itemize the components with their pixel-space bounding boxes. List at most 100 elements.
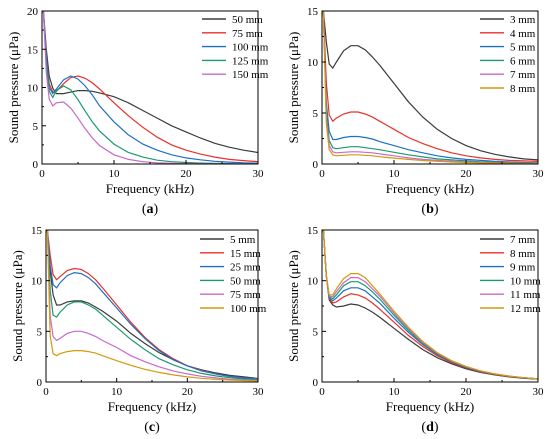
series-line-1 bbox=[42, 11, 258, 163]
caption-close: ) bbox=[434, 420, 439, 435]
y-tick-label: 0 bbox=[33, 159, 39, 171]
legend-label: 100 mm bbox=[230, 303, 267, 315]
y-tick-label: 5 bbox=[313, 326, 319, 338]
panel-b: 0 10 20 30 0 5 10 15 Frequency (kHz) Sound pressu… bbox=[286, 6, 544, 217]
caption-open: ( bbox=[421, 202, 426, 217]
series-lines bbox=[42, 11, 258, 164]
caption-close: ) bbox=[155, 420, 160, 435]
legend-label: 5 mm bbox=[230, 234, 256, 246]
y-tick-label: 15 bbox=[27, 44, 39, 56]
series-line-0 bbox=[46, 230, 258, 380]
series-line-2 bbox=[46, 230, 258, 380]
y-tick-label: 5 bbox=[313, 108, 319, 120]
legend-label: 50 mm bbox=[232, 14, 263, 26]
x-axis-label: Frequency (kHz) bbox=[386, 399, 474, 414]
series-line-3 bbox=[322, 11, 538, 164]
y-axis-label: Sound pressure (μPa) bbox=[286, 250, 301, 362]
series-line-3 bbox=[42, 11, 258, 164]
x-tick-label: 20 bbox=[461, 386, 473, 398]
legend-label: 25 mm bbox=[230, 262, 261, 274]
panel-d: 0 10 20 30 0 5 10 15 Frequency (kHz) Sound pressu… bbox=[286, 225, 544, 435]
x-tick-label: 0 bbox=[39, 168, 45, 180]
legend-label: 7 mm bbox=[510, 69, 536, 81]
caption-open: ( bbox=[142, 202, 147, 217]
y-tick-label: 5 bbox=[37, 326, 43, 338]
x-tick-label: 10 bbox=[389, 386, 401, 398]
x-tick-label: 10 bbox=[109, 168, 121, 180]
caption-letter: a bbox=[147, 202, 154, 217]
legend-label: 5 mm bbox=[510, 42, 536, 54]
legend-label: 50 mm bbox=[230, 275, 261, 287]
y-tick-label: 5 bbox=[33, 121, 39, 133]
y-axis-label: Sound pressure (μPa) bbox=[6, 32, 21, 144]
plot-frame bbox=[45, 229, 259, 383]
caption-close: ) bbox=[154, 202, 159, 217]
y-tick-label: 0 bbox=[37, 377, 43, 389]
legend-label: 150 mm bbox=[232, 69, 269, 81]
panel-caption: (c) bbox=[144, 420, 160, 435]
legend-label: 8 mm bbox=[510, 248, 536, 260]
caption-open: ( bbox=[144, 420, 149, 435]
x-axis-label: Frequency (kHz) bbox=[108, 399, 196, 414]
series-line-4 bbox=[42, 11, 258, 164]
y-axis-label: Sound pressure (μPa) bbox=[10, 250, 25, 362]
plot-frame bbox=[321, 10, 539, 165]
series-line-5 bbox=[322, 230, 538, 380]
x-tick-label: 0 bbox=[319, 386, 325, 398]
y-tick-label: 15 bbox=[307, 225, 319, 237]
series-line-0 bbox=[322, 11, 538, 161]
y-tick-label: 15 bbox=[307, 6, 319, 18]
y-tick-label: 10 bbox=[307, 276, 319, 288]
plot-frame bbox=[41, 10, 259, 165]
caption-letter: c bbox=[149, 420, 155, 435]
caption-open: ( bbox=[421, 420, 426, 435]
y-tick-label: 10 bbox=[31, 276, 43, 288]
legend-label: 6 mm bbox=[510, 55, 536, 67]
panel-caption: (b) bbox=[421, 202, 438, 217]
x-tick-label: 20 bbox=[461, 168, 473, 180]
caption-letter: d bbox=[426, 420, 434, 435]
x-tick-label: 20 bbox=[182, 386, 194, 398]
y-tick-label: 15 bbox=[31, 225, 43, 237]
x-tick-label: 30 bbox=[253, 168, 265, 180]
plot-frame bbox=[321, 229, 539, 383]
series-line-2 bbox=[42, 11, 258, 164]
legend-label: 9 mm bbox=[510, 262, 536, 274]
series-line-5 bbox=[322, 11, 538, 164]
series-line-1 bbox=[322, 11, 538, 162]
panel-c: 0 10 20 30 0 5 10 15 Frequency (kHz) Sound pressu… bbox=[10, 225, 267, 435]
x-axis-label: Frequency (kHz) bbox=[106, 181, 194, 196]
series-lines bbox=[322, 230, 538, 380]
x-tick-label: 10 bbox=[389, 168, 401, 180]
legend-label: 15 mm bbox=[230, 248, 261, 260]
series-lines bbox=[322, 11, 538, 164]
x-tick-label: 20 bbox=[181, 168, 193, 180]
legend-label: 125 mm bbox=[232, 55, 269, 67]
series-line-5 bbox=[46, 230, 258, 382]
caption-close: ) bbox=[434, 202, 439, 217]
x-tick-label: 30 bbox=[253, 386, 265, 398]
legend-label: 8 mm bbox=[510, 83, 536, 95]
legend-label: 10 mm bbox=[510, 275, 541, 287]
series-line-1 bbox=[46, 230, 258, 380]
x-tick-label: 0 bbox=[43, 386, 49, 398]
legend-label: 75 mm bbox=[230, 289, 261, 301]
series-line-3 bbox=[46, 230, 258, 381]
series-line-4 bbox=[322, 11, 538, 164]
x-tick-label: 30 bbox=[533, 168, 545, 180]
legend: 3 mm 4 mm 5 mm6 mm 7 mm 8 mm bbox=[480, 14, 536, 95]
series-line-2 bbox=[322, 11, 538, 164]
x-tick-label: 10 bbox=[111, 386, 123, 398]
x-tick-label: 0 bbox=[319, 168, 325, 180]
legend-label: 4 mm bbox=[510, 28, 536, 40]
panel-caption: (d) bbox=[421, 420, 438, 435]
x-axis-label: Frequency (kHz) bbox=[386, 181, 474, 196]
caption-letter: b bbox=[426, 202, 434, 217]
x-tick-label: 30 bbox=[533, 386, 545, 398]
legend-label: 11 mm bbox=[510, 289, 541, 301]
panel-caption: (a) bbox=[142, 202, 159, 217]
